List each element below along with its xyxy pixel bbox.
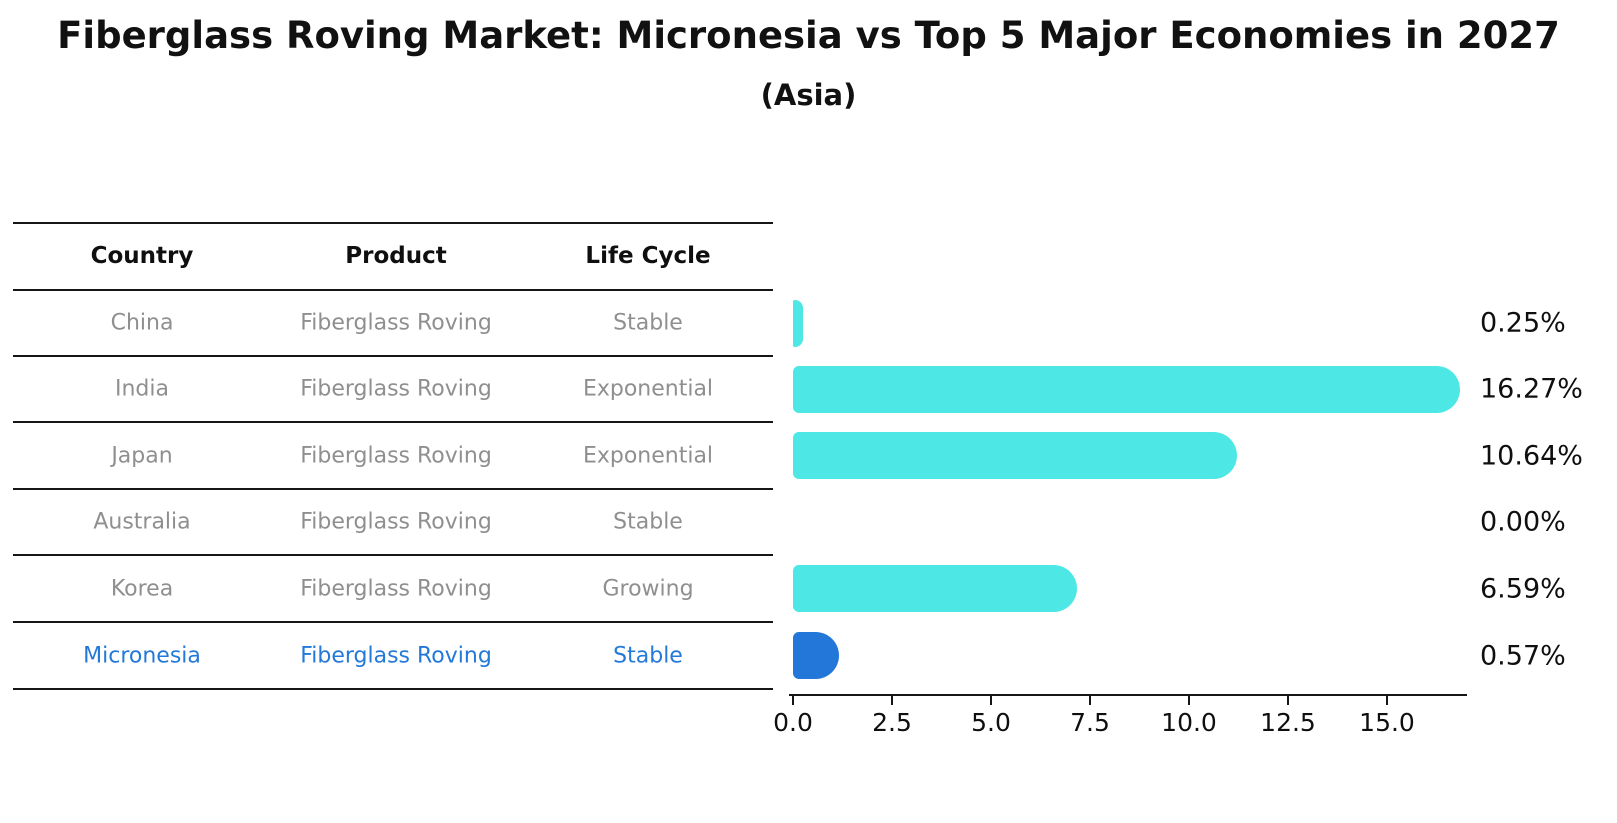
table-cell-product-india: Fiberglass Roving [300, 376, 492, 402]
table-cell-country-australia: Australia [93, 509, 191, 535]
table-cell-country-india: India [115, 376, 169, 402]
value-label-korea: 6.59% [1480, 573, 1566, 604]
value-label-china: 0.25% [1480, 307, 1566, 339]
table-rule-5 [13, 554, 773, 556]
x-axis-line [789, 694, 1467, 696]
x-tick-mark-10.0 [1188, 694, 1190, 705]
x-tick-label-5.0: 5.0 [971, 708, 1011, 737]
x-tick-mark-15.0 [1386, 694, 1388, 705]
value-label-australia: 0.00% [1480, 506, 1566, 538]
column-header-country: Country [90, 243, 194, 269]
table-cell-country-korea: Korea [110, 576, 174, 601]
bar-japan [793, 432, 1238, 479]
table-cell-product-australia: Fiberglass Roving [300, 509, 492, 535]
table-cell-product-china: Fiberglass Roving [300, 310, 492, 336]
table-cell-life-cycle-india: Exponential [582, 376, 714, 402]
bar-korea [793, 565, 1077, 612]
table-cell-life-cycle-china: Stable [613, 310, 683, 336]
table-cell-country-micronesia: Micronesia [83, 643, 201, 668]
x-tick-mark-5.0 [990, 694, 992, 705]
table-rule-0 [13, 222, 773, 224]
table-rule-1 [13, 289, 773, 291]
table-cell-country-japan: Japan [111, 443, 173, 468]
bar-china [793, 299, 803, 347]
chart-subtitle: (Asia) [760, 78, 857, 112]
table-cell-product-japan: Fiberglass Roving [300, 443, 492, 468]
column-header-product: Product [345, 243, 447, 269]
table-cell-country-china: China [110, 310, 174, 336]
x-tick-label-10.0: 10.0 [1161, 708, 1217, 737]
table-cell-life-cycle-australia: Stable [613, 509, 683, 535]
table-cell-product-micronesia: Fiberglass Roving [300, 643, 492, 668]
chart-title: Fiberglass Roving Market: Micronesia vs … [57, 14, 1560, 57]
x-tick-label-7.5: 7.5 [1070, 708, 1110, 737]
table-rule-3 [13, 421, 773, 423]
x-tick-mark-2.5 [891, 694, 893, 705]
table-rule-2 [13, 355, 773, 357]
table-cell-life-cycle-korea: Growing [602, 576, 694, 601]
table-cell-life-cycle-micronesia: Stable [613, 643, 683, 668]
x-tick-label-12.5: 12.5 [1260, 708, 1316, 737]
x-tick-label-2.5: 2.5 [872, 708, 912, 737]
value-label-japan: 10.64% [1480, 440, 1583, 471]
x-tick-mark-7.5 [1089, 694, 1091, 705]
value-label-micronesia: 0.57% [1480, 640, 1566, 671]
table-rule-6 [13, 621, 773, 623]
table-rule-4 [13, 488, 773, 490]
x-tick-mark-12.5 [1287, 694, 1289, 705]
table-rule-7 [13, 688, 773, 690]
x-tick-label-15.0: 15.0 [1359, 708, 1415, 737]
column-header-life-cycle: Life Cycle [585, 243, 711, 269]
bar-india [793, 365, 1461, 413]
x-tick-label-0.0: 0.0 [773, 708, 813, 737]
bar-micronesia [793, 632, 839, 679]
table-cell-product-korea: Fiberglass Roving [300, 576, 492, 601]
value-label-india: 16.27% [1480, 373, 1583, 405]
table-cell-life-cycle-japan: Exponential [582, 443, 714, 468]
x-tick-mark-0.0 [792, 694, 794, 705]
